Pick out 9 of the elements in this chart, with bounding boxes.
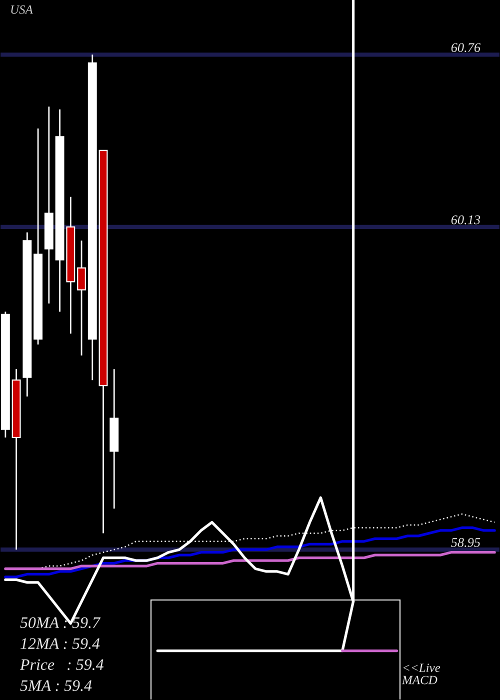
chart-title: USA [11,5,33,14]
annotation: 50MA : 59.7 [20,617,101,628]
y-tick-label: 58.95 [451,538,480,547]
annotation: <<Live MACD [402,664,440,684]
annotation: 5MA : 59.4 [20,680,92,692]
y-tick-label: 60.76 [451,43,480,52]
y-tick-label: 60.13 [451,215,480,224]
annotation: Price : 59.4 [20,659,104,670]
annotation: 12MA : 59.4 [20,638,100,650]
